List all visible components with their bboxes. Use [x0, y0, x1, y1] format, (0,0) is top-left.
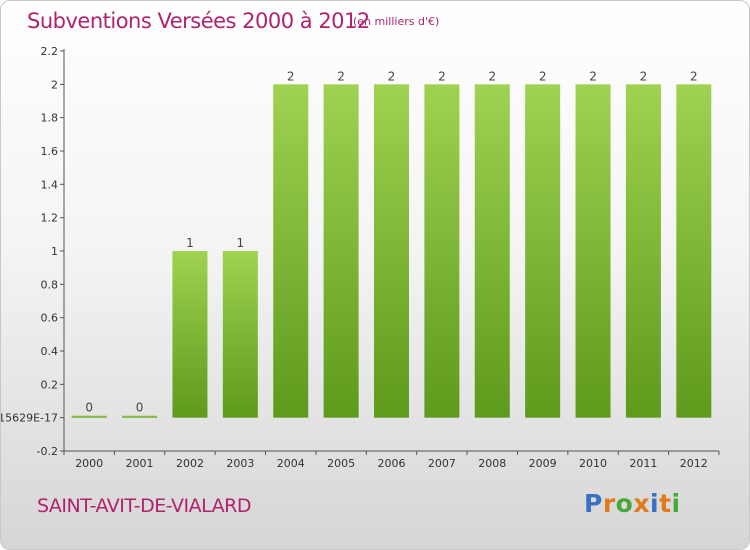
data-label: 2	[539, 69, 547, 83]
bar	[374, 84, 409, 418]
y-tick-label: -1.15629E-17	[1, 412, 58, 425]
bar	[222, 251, 258, 418]
x-tick-label: 2009	[529, 457, 557, 470]
bar	[323, 84, 359, 418]
chart-subtitle: (en milliers d'€)	[353, 15, 440, 28]
x-tick-label: 2005	[327, 457, 355, 470]
x-tick-label: 2004	[277, 457, 305, 470]
data-label: 2	[589, 69, 597, 83]
logo-letter: x	[633, 489, 650, 518]
y-tick-label: 0.2	[41, 378, 59, 391]
x-tick-label: 2000	[75, 457, 103, 470]
bar	[122, 415, 158, 418]
x-tick-label: 2008	[478, 457, 506, 470]
x-tick-label: 2010	[579, 457, 607, 470]
y-tick-label: 2	[51, 78, 58, 91]
y-tick-label: 1	[51, 245, 58, 258]
y-tick-label: 1.4	[41, 178, 59, 191]
y-tick-label: 0.4	[41, 345, 59, 358]
data-label: 2	[438, 69, 446, 83]
y-tick-label: 1.8	[41, 112, 59, 125]
bar	[424, 84, 460, 418]
logo-letter: i	[671, 489, 681, 518]
data-label: 1	[237, 236, 245, 250]
x-tick-label: 2012	[680, 457, 708, 470]
bar	[273, 84, 309, 418]
commune-name: SAINT-AVIT-DE-VIALARD	[37, 495, 251, 517]
y-tick-label: 1.2	[41, 212, 59, 225]
x-tick-label: 2003	[226, 457, 254, 470]
y-tick-label: -0.2	[37, 445, 58, 458]
proxiti-logo[interactable]: Proxiti	[584, 489, 681, 518]
bar	[625, 84, 661, 418]
data-label: 0	[136, 401, 144, 415]
logo-letter: o	[615, 489, 634, 518]
x-tick-label: 2011	[629, 457, 657, 470]
logo-letter: P	[584, 489, 603, 518]
x-tick-label: 2006	[378, 457, 406, 470]
data-label: 2	[640, 69, 648, 83]
bar	[172, 251, 208, 418]
logo-letter: i	[650, 489, 660, 518]
logo-letter: t	[659, 489, 672, 518]
data-label: 2	[488, 69, 496, 83]
y-tick-label: 0.8	[41, 278, 59, 291]
y-tick-label: 2.2	[41, 45, 59, 58]
bar	[676, 84, 712, 418]
y-tick-label: 1.6	[41, 145, 59, 158]
bar	[575, 84, 611, 418]
data-label: 0	[85, 401, 93, 415]
bar	[525, 84, 561, 418]
data-label: 2	[337, 69, 345, 83]
bar	[474, 84, 510, 418]
data-label: 2	[690, 69, 698, 83]
bar	[71, 415, 107, 418]
chart-title: Subventions Versées 2000 à 2012	[27, 9, 370, 33]
data-label: 2	[287, 69, 295, 83]
logo-letter: r	[602, 489, 616, 518]
y-tick-label: 0.6	[41, 312, 59, 325]
x-tick-label: 2001	[126, 457, 154, 470]
data-label: 2	[388, 69, 396, 83]
data-label: 1	[186, 236, 194, 250]
x-tick-label: 2002	[176, 457, 204, 470]
x-tick-label: 2007	[428, 457, 456, 470]
